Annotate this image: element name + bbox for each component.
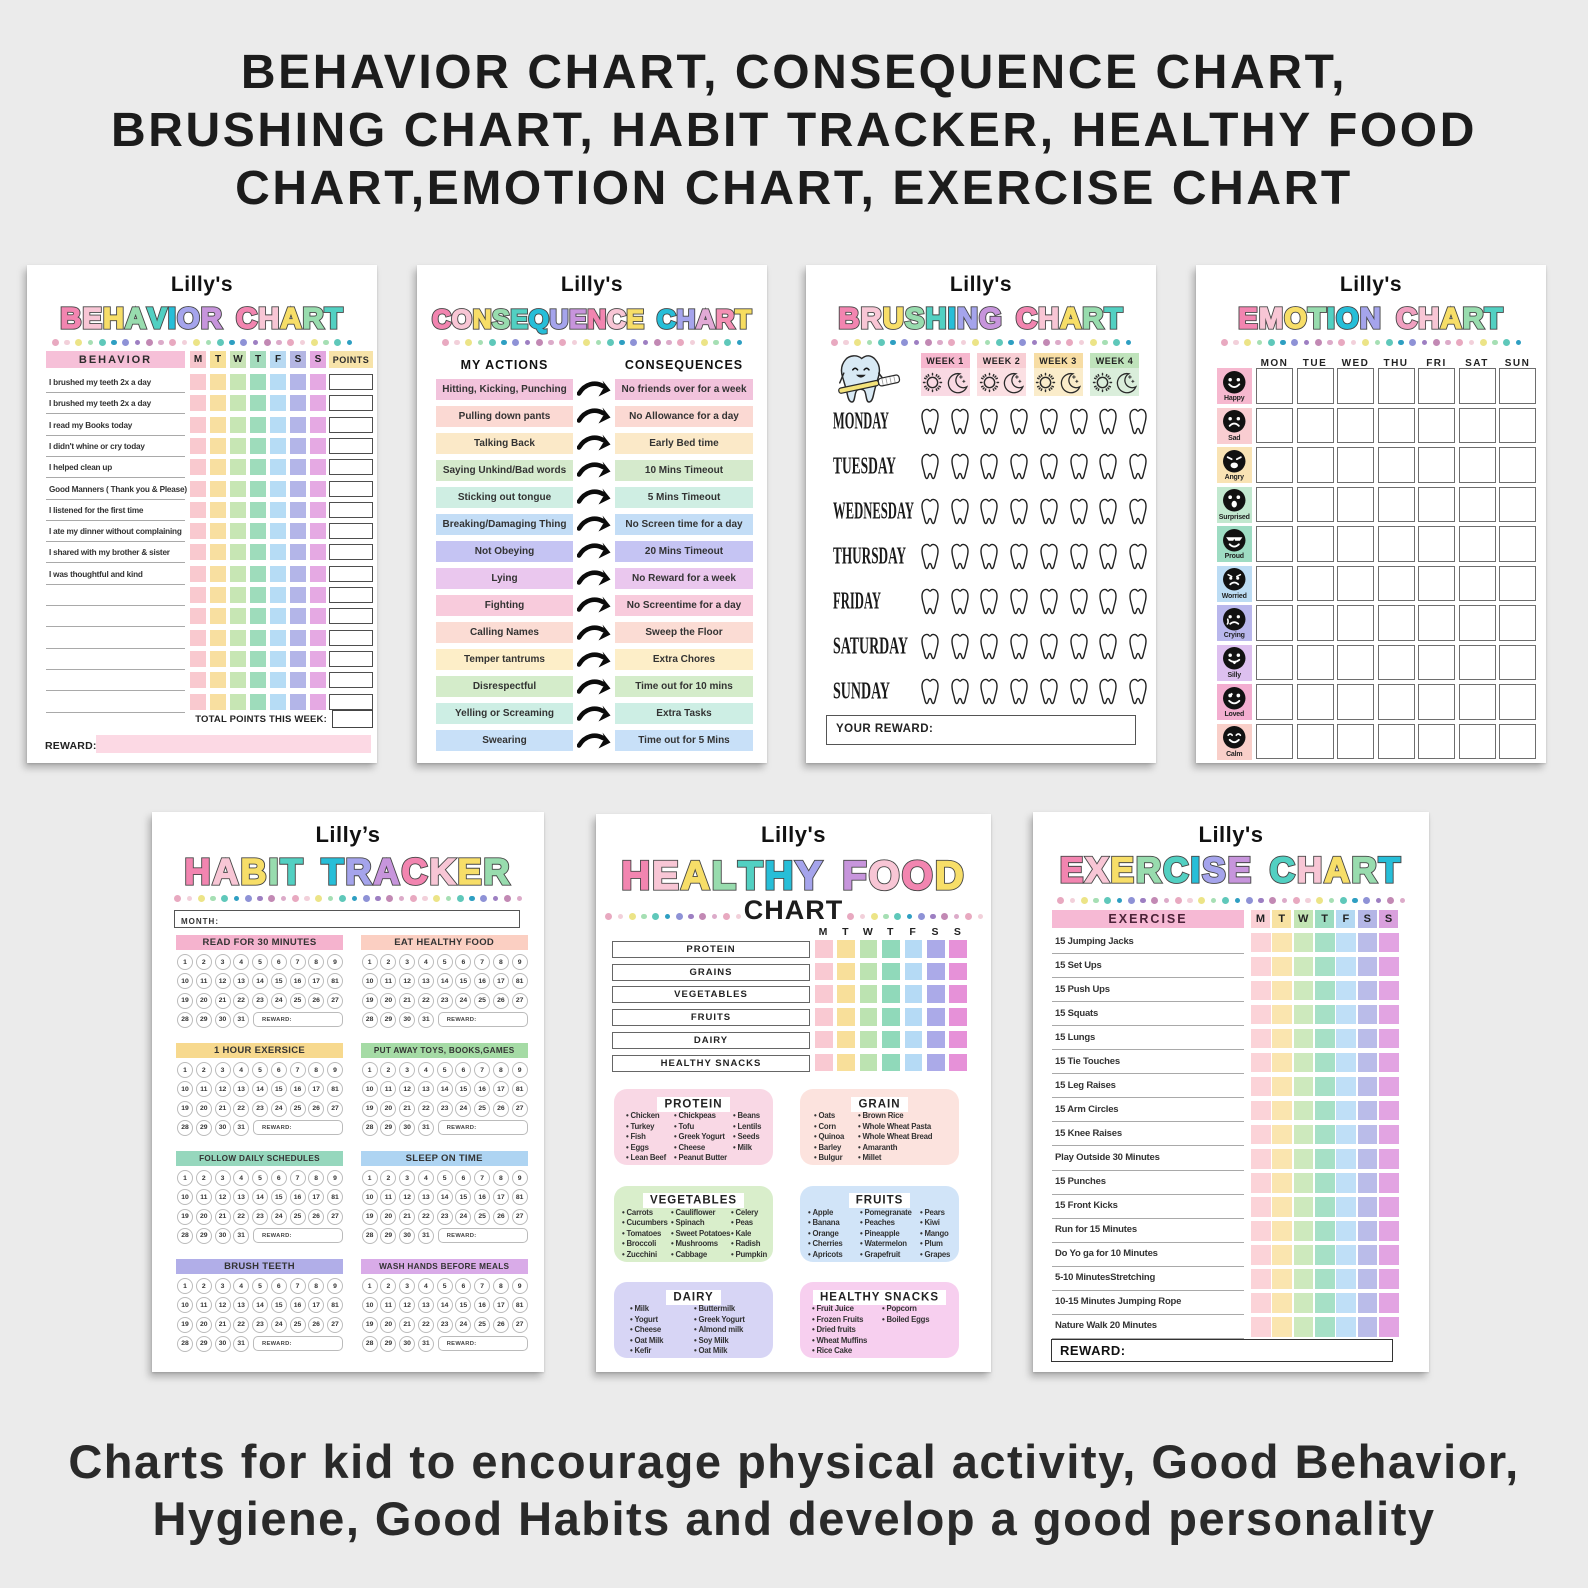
svg-text:TUESDAY: TUESDAY [833,453,896,480]
svg-text:FRIDAY: FRIDAY [833,588,881,615]
svg-text:SUNDAY: SUNDAY [833,678,890,705]
svg-text:MONDAY: MONDAY [833,408,889,435]
svg-text:WEDNESDAY: WEDNESDAY [833,498,914,525]
svg-text:SATURDAY: SATURDAY [833,633,908,660]
svg-text:THURSDAY: THURSDAY [833,543,906,570]
